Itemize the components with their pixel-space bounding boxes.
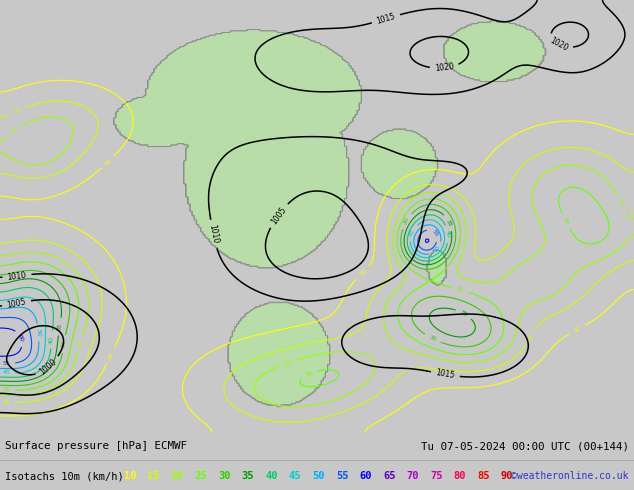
Text: 10: 10 xyxy=(103,157,112,167)
Text: 1005: 1005 xyxy=(269,205,288,226)
Text: 80: 80 xyxy=(454,471,466,481)
Text: 20: 20 xyxy=(77,340,84,348)
Text: 55: 55 xyxy=(3,361,10,366)
Text: 20: 20 xyxy=(283,359,292,367)
Text: 1005: 1005 xyxy=(6,297,27,310)
Text: 65: 65 xyxy=(383,471,396,481)
Text: 60: 60 xyxy=(17,334,24,343)
Text: 35: 35 xyxy=(242,471,254,481)
Text: 40: 40 xyxy=(49,336,55,344)
Text: 30: 30 xyxy=(403,217,411,226)
Text: 45: 45 xyxy=(288,471,301,481)
Text: 30: 30 xyxy=(428,335,437,343)
Text: 30: 30 xyxy=(61,340,67,348)
Text: Tu 07-05-2024 00:00 UTC (00+144): Tu 07-05-2024 00:00 UTC (00+144) xyxy=(421,441,629,451)
Text: 50: 50 xyxy=(432,245,441,254)
Text: 50: 50 xyxy=(313,471,325,481)
Text: 20: 20 xyxy=(10,126,20,135)
Text: 1020: 1020 xyxy=(434,62,455,74)
Text: Isotachs 10m (km/h): Isotachs 10m (km/h) xyxy=(5,471,124,481)
Text: 30: 30 xyxy=(218,471,231,481)
Text: 45: 45 xyxy=(408,228,417,237)
Text: 10: 10 xyxy=(573,325,581,334)
Text: 35: 35 xyxy=(445,218,453,227)
Text: 10: 10 xyxy=(124,471,136,481)
Text: 40: 40 xyxy=(445,230,451,238)
Text: Surface pressure [hPa] ECMWF: Surface pressure [hPa] ECMWF xyxy=(5,441,187,451)
Text: 20: 20 xyxy=(171,471,183,481)
Text: 15: 15 xyxy=(3,400,10,405)
Text: 25: 25 xyxy=(195,471,207,481)
Text: 1015: 1015 xyxy=(435,368,455,381)
Text: 25: 25 xyxy=(3,388,10,392)
Text: 1000: 1000 xyxy=(38,358,58,377)
Text: ©weatheronline.co.uk: ©weatheronline.co.uk xyxy=(512,471,629,481)
Text: 70: 70 xyxy=(406,471,419,481)
Text: 35: 35 xyxy=(459,310,469,318)
Text: 90: 90 xyxy=(501,471,514,481)
Text: 85: 85 xyxy=(477,471,490,481)
Text: 20: 20 xyxy=(617,198,625,207)
Text: 25: 25 xyxy=(456,286,465,294)
Text: 25: 25 xyxy=(304,370,314,378)
Text: 10: 10 xyxy=(358,268,367,277)
Text: 15: 15 xyxy=(147,471,160,481)
Text: 1015: 1015 xyxy=(375,12,396,26)
Text: 75: 75 xyxy=(430,471,443,481)
Text: 15: 15 xyxy=(13,107,22,115)
Text: 15: 15 xyxy=(526,332,534,342)
Text: 55: 55 xyxy=(430,229,439,238)
Text: 40: 40 xyxy=(265,471,278,481)
Text: 50: 50 xyxy=(36,328,41,337)
Text: 55: 55 xyxy=(336,471,349,481)
Text: 1010: 1010 xyxy=(7,270,27,281)
Text: 35: 35 xyxy=(57,322,63,331)
Text: 60: 60 xyxy=(359,471,372,481)
Text: 10: 10 xyxy=(107,351,115,360)
Text: 25: 25 xyxy=(562,217,570,226)
Text: 1010: 1010 xyxy=(207,224,220,245)
Text: 1020: 1020 xyxy=(548,36,569,53)
Text: 45: 45 xyxy=(3,370,10,376)
